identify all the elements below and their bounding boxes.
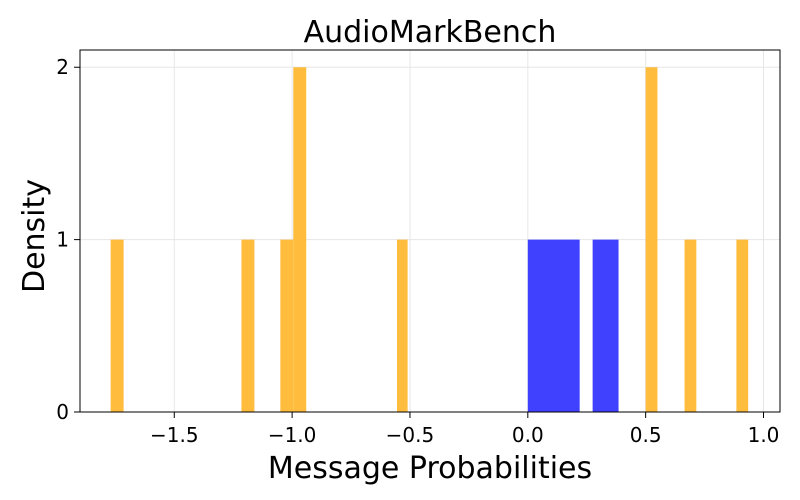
histogram-bar [684, 239, 697, 412]
x-tick-label: 1.0 [748, 423, 780, 447]
histogram-bar [527, 239, 580, 412]
x-tick-label: −1.5 [150, 423, 199, 447]
histogram-bar [293, 67, 307, 412]
x-axis-title: Message Probabilities [268, 451, 592, 486]
chart-title: AudioMarkBench [304, 15, 557, 50]
plot-frame [79, 49, 781, 413]
histogram-bar [397, 239, 408, 412]
y-axis-title: Density [17, 179, 52, 293]
x-tick-label: 0.5 [630, 423, 662, 447]
y-tick-label: 1 [56, 228, 69, 252]
histogram-bar [280, 239, 294, 412]
y-tick-label: 2 [56, 55, 69, 79]
ticks-layer: −1.5 −1.0 −0.5 0.0 0.5 1.0 0 1 2 [56, 55, 779, 447]
y-tick-label: 0 [56, 400, 69, 424]
histogram-bar [592, 239, 619, 412]
histogram-bar [736, 239, 749, 412]
x-tick-label: −1.0 [268, 423, 317, 447]
histogram-bar [645, 67, 658, 412]
x-tick-label: −0.5 [386, 423, 435, 447]
histogram-bar [241, 239, 255, 412]
histogram-bar [110, 239, 124, 412]
grid-layer [80, 50, 780, 413]
x-tick-label: 0.0 [512, 423, 544, 447]
bars-layer [110, 67, 749, 412]
